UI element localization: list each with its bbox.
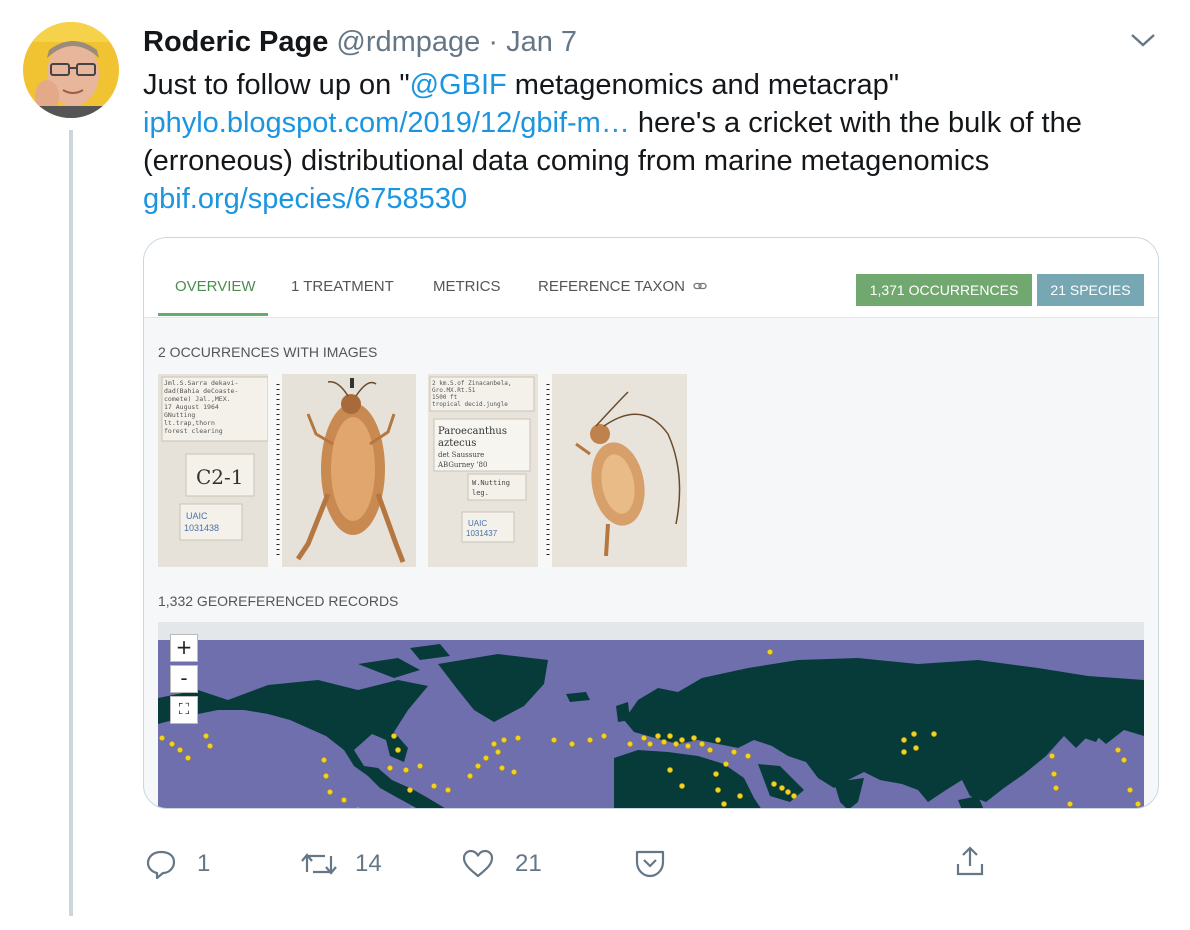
- pocket-icon: [635, 850, 665, 878]
- share-button[interactable]: [953, 842, 993, 886]
- tweet-text-part: Just to follow up on ": [143, 69, 410, 101]
- avatar[interactable]: [23, 22, 119, 118]
- label-line: GNutting: [164, 411, 195, 419]
- heart-icon: [462, 849, 494, 878]
- collector-line: W.Nutting: [472, 479, 510, 487]
- label-line: Jml.S.Sarra dekavi-: [164, 379, 238, 387]
- catalog-number: 1031438: [184, 523, 219, 533]
- gbif-tab-bar: OVERVIEW 1 TREATMENT METRICS REFERENCE T…: [144, 238, 1158, 318]
- zoom-out-button[interactable]: -: [170, 665, 198, 693]
- reply-count: 1: [197, 850, 211, 877]
- zoom-in-button[interactable]: +: [170, 634, 198, 662]
- specimen-image-1[interactable]: Jml.S.Sarra dekavi- dad(Bahia deCoaste- …: [158, 374, 416, 567]
- det-line: det Saussure: [438, 451, 484, 459]
- specimen-photo: 2 km.S.of Zinacanbela, Gro.MX.Rt.51 1500…: [428, 374, 687, 567]
- reply-button[interactable]: 1: [143, 842, 233, 886]
- thread-line: [69, 130, 73, 916]
- tab-reference-taxon[interactable]: REFERENCE TAXON: [538, 278, 707, 295]
- museum-code: UAIC: [468, 519, 487, 528]
- occurrence-map[interactable]: + - ⛶: [158, 622, 1144, 808]
- occurrences-button[interactable]: 1,371 OCCURRENCES: [856, 274, 1032, 306]
- tab-overview[interactable]: OVERVIEW: [175, 278, 256, 295]
- label-line: 2 km.S.of Zinacanbela,: [432, 380, 511, 387]
- retweet-icon: [301, 853, 337, 875]
- world-map: [158, 640, 1144, 808]
- tab-metrics[interactable]: METRICS: [433, 278, 501, 295]
- label-line: comete) Jal.,MEX.: [164, 395, 231, 403]
- chevron-down-icon[interactable]: [1128, 30, 1158, 50]
- retweet-button[interactable]: 14: [299, 842, 399, 886]
- specimen-tag: C2-1: [196, 465, 244, 489]
- fullscreen-button[interactable]: ⛶: [170, 696, 198, 724]
- species-button[interactable]: 21 SPECIES: [1037, 274, 1144, 306]
- georeferenced-heading: 1,332 GEOREFERENCED RECORDS: [158, 593, 399, 609]
- like-count: 21: [515, 850, 542, 877]
- specimen-image-2[interactable]: 2 km.S.of Zinacanbela, Gro.MX.Rt.51 1500…: [428, 374, 687, 567]
- occurrence-dots: [159, 649, 1141, 808]
- media-card[interactable]: OVERVIEW 1 TREATMENT METRICS REFERENCE T…: [143, 237, 1159, 809]
- label-line: 1500 ft: [432, 394, 458, 401]
- tweet-text-part: metagenomics and metacrap": [506, 69, 900, 101]
- tweet-header: Roderic Page @rdmpage · Jan 7: [143, 24, 577, 60]
- museum-code: UAIC: [186, 511, 208, 521]
- reply-icon: [146, 850, 176, 880]
- label-line: tropical decid.jungle: [432, 401, 508, 408]
- avatar-image: [23, 22, 119, 118]
- tweet-date[interactable]: Jan 7: [506, 26, 578, 58]
- blog-link[interactable]: iphylo.blogspot.com/2019/12/gbif-m…: [143, 107, 630, 139]
- det-line: Paroecanthus: [438, 426, 507, 437]
- tweet-text: Just to follow up on "@GBIF metagenomics…: [143, 66, 1173, 218]
- tab-treatment[interactable]: 1 TREATMENT: [291, 278, 394, 295]
- label-line: forest clearing: [164, 427, 223, 435]
- tab-reference-taxon-label: REFERENCE TAXON: [538, 278, 685, 295]
- author-handle[interactable]: @rdmpage: [336, 26, 481, 58]
- gbif-species-link[interactable]: gbif.org/species/6758530: [143, 183, 468, 215]
- mention-link[interactable]: @GBIF: [409, 69, 507, 101]
- save-button[interactable]: [633, 842, 673, 886]
- active-tab-indicator: [158, 313, 268, 316]
- author-name[interactable]: Roderic Page: [143, 26, 329, 58]
- det-line: aztecus: [438, 438, 476, 449]
- collector-line: leg.: [472, 489, 489, 497]
- catalog-number: 1031437: [466, 529, 498, 538]
- header-separator: ·: [488, 26, 499, 58]
- label-line: Gro.MX.Rt.51: [432, 387, 476, 394]
- like-button[interactable]: 21: [461, 842, 561, 886]
- label-line: lt.trap,thorn: [164, 419, 215, 427]
- label-line: 17 August 1964: [164, 403, 219, 411]
- images-heading: 2 OCCURRENCES WITH IMAGES: [158, 344, 378, 360]
- link-icon: [693, 282, 707, 290]
- tweet-actions: 1 14 21: [143, 842, 1143, 886]
- retweet-count: 14: [355, 850, 382, 877]
- tweet-text-part: here's a cricket with the bulk of the (e…: [143, 107, 1082, 177]
- label-line: dad(Bahia deCoaste-: [164, 387, 238, 395]
- share-icon: [956, 846, 984, 876]
- specimen-photo: Jml.S.Sarra dekavi- dad(Bahia deCoaste- …: [158, 374, 416, 567]
- det-line: ABGurney '80: [437, 461, 487, 469]
